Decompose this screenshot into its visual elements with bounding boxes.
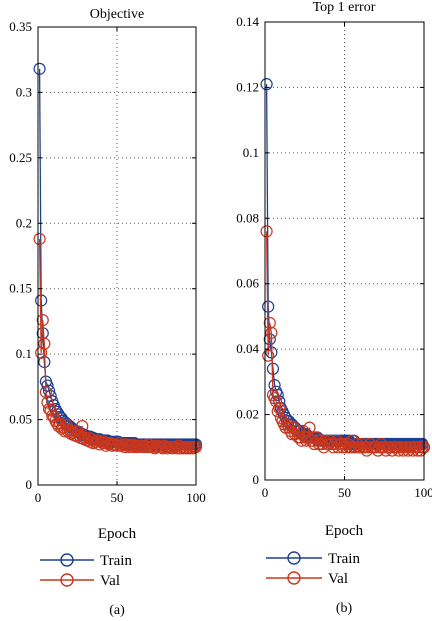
chart-panel-top1-error: Top 1 error 0 0.02 0.04 0.06 0.08 0.1 0.12 0.14… [236,0,432,616]
data-point-val [35,346,48,359]
series-line-train [265,84,425,448]
x-tick-label: 100 [414,485,432,500]
series-layer [33,62,203,455]
legend-label-val: Val [100,573,120,589]
grid [265,22,424,480]
data-point-val [38,337,51,350]
x-tick-label: 0 [35,490,42,505]
data-point-val [142,438,155,451]
chart-panel-objective: Objective 0 0.05 0.1 0.15 0.2 0.25 0.3 0.35 0 50 1… [9,7,206,618]
legend-item-val: Val [266,571,348,587]
chart-title: Top 1 error [313,0,376,15]
data-point-val [33,232,46,246]
data-point-val [44,404,57,417]
legend-label-train: Train [328,551,360,567]
y-tick-label: 0.3 [16,84,32,99]
series-val [33,232,203,455]
y-tick-label: 0.06 [236,276,259,291]
y-tick-label: 0.15 [9,281,32,296]
legend-marker-train [287,551,301,565]
data-point-val [61,425,75,438]
data-point-val [290,424,303,438]
data-point-val [41,396,54,409]
data-point-train [33,62,46,75]
data-point-val [117,438,130,451]
data-point-val [182,440,195,454]
y-tick-label: 0.02 [236,407,259,422]
x-axis-label: Epoch [325,523,364,539]
data-point-val [112,437,125,450]
tick-layer: 0 0.05 0.1 0.15 0.2 0.25 0.3 0.35 0 50 100 [9,19,206,505]
data-point-val [183,442,196,455]
data-point-val [270,395,283,408]
y-tick-label: 0.04 [236,341,259,356]
legend-label-train: Train [100,553,132,569]
series-layer [260,78,431,457]
data-point-val [180,442,193,455]
y-tick-label: 0.2 [16,215,32,230]
y-tick-label: 0.25 [9,150,32,165]
data-point-train [260,78,273,91]
data-point-val [260,225,273,238]
legend: Train Val [40,553,132,589]
data-point-train [271,388,284,402]
legend-item-train: Train [266,551,360,567]
legend-marker-train [60,553,74,567]
y-tick-label: 0.1 [16,346,32,361]
y-tick-label: 0.1 [243,145,259,160]
series-train [260,78,431,454]
y-tick-label: 0 [253,472,260,487]
y-tick-label: 0 [26,477,33,492]
data-point-val [265,326,278,339]
y-tick-label: 0.14 [236,14,259,29]
data-point-val [263,316,276,330]
series-val [260,225,431,457]
legend-label-val: Val [328,571,348,587]
x-tick-label: 50 [111,490,124,505]
legend-item-train: Train [40,553,132,569]
series-train [33,62,203,451]
series-line-val [265,231,424,453]
data-point-val [120,438,133,451]
panel-caption-a: (a) [109,603,125,618]
legend-item-val: Val [40,573,120,589]
y-tick-label: 0.05 [9,412,32,427]
legend-marker-val [60,573,74,587]
panel-caption-b: (b) [336,601,353,616]
data-point-val [36,314,49,327]
data-point-val [303,421,316,434]
tick-layer: 0 0.02 0.04 0.06 0.08 0.1 0.12 0.14 0 50 100 [236,14,432,500]
x-tick-label: 100 [186,490,206,505]
x-axis-label: Epoch [98,526,137,542]
x-tick-label: 50 [338,485,351,500]
data-point-val [262,349,275,362]
series-line-train [38,68,196,446]
legend-marker-val [287,571,301,585]
legend: Train Val [266,551,360,587]
data-point-val [76,420,89,433]
grid [38,27,196,485]
data-point-val [344,441,357,454]
x-tick-label: 0 [262,485,269,500]
y-tick-label: 0.35 [9,19,32,34]
y-tick-label: 0.12 [236,79,259,94]
data-point-val [185,440,198,454]
chart-title: Objective [90,7,144,22]
data-point-val [273,401,286,415]
data-point-train [35,294,48,307]
y-tick-label: 0.08 [236,210,259,225]
